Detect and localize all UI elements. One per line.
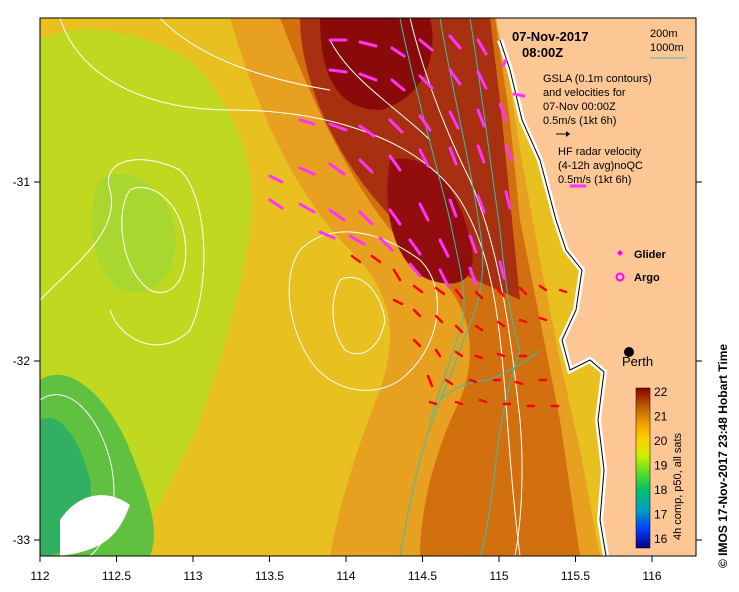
gsla-scale-arrowhead: [566, 131, 570, 137]
gsla-velocity-vectors: [268, 34, 526, 288]
colorbar-label: 4h comp, p50, all sats: [672, 432, 684, 540]
colorbar: [635, 387, 651, 549]
colorbar-tick-label: 17: [654, 508, 668, 522]
argo-marker-icon: [615, 272, 625, 282]
bathymetry-contours: [399, 18, 541, 556]
map-date: 07-Nov-2017: [512, 29, 589, 44]
colorbar-tick-label: 20: [654, 434, 668, 448]
x-tick-label: 115.5: [561, 569, 590, 583]
colorbar-ticks: 22 21 20 19 18 17 16: [654, 385, 668, 546]
y-axis: -31 -32 -33: [13, 175, 702, 547]
colorbar-tick-label: 22: [654, 385, 668, 399]
colorbar-tick-label: 19: [654, 459, 668, 473]
x-tick-label: 112: [30, 569, 49, 583]
gsla-note-line2: and velocities for: [543, 87, 626, 99]
x-tick-label: 113: [183, 569, 202, 583]
coastline-edge: [499, 39, 607, 556]
radar-note-line3: 0.5m/s (1kt 6h): [558, 174, 631, 186]
x-tick-label: 112.5: [102, 569, 131, 583]
colorbar-tick-label: 18: [654, 483, 668, 497]
glider-label: Glider: [634, 249, 667, 261]
credit-text: © IMOS 17-Nov-2017 23:48 Hobart Time: [716, 344, 730, 568]
gsla-note-line1: GSLA (0.1m contours): [543, 73, 652, 85]
perth-location-icon: [624, 347, 634, 357]
argo-label: Argo: [634, 272, 660, 284]
map-time: 08:00Z: [522, 45, 563, 60]
sst-green-eddy: [91, 173, 176, 293]
colorbar-tick-label: 16: [654, 532, 668, 546]
colorbar-tick-label: 21: [654, 410, 668, 424]
y-tick-label: -33: [13, 533, 31, 547]
y-tick-label: -32: [13, 354, 31, 368]
glider-marker-icon: [617, 250, 623, 256]
radar-note-line1: HF radar velocity: [558, 146, 642, 158]
x-tick-label: 116: [642, 569, 661, 583]
x-tick-label: 115: [489, 569, 508, 583]
legend-1000m: 1000m: [650, 42, 684, 54]
perth-label: Perth: [622, 354, 653, 369]
radar-note-line2: (4-12h avg)noQC: [558, 160, 643, 172]
x-tick-label: 113.5: [255, 569, 284, 583]
radar-velocity-vectors: [350, 254, 568, 408]
legend-200m: 200m: [650, 28, 678, 40]
x-axis: 112 112.5 113 113.5 114 114.5 115 115.5 116: [30, 556, 662, 583]
gsla-note-line3: 07-Nov 00:00Z: [543, 101, 616, 113]
plot-frame: [39, 17, 697, 557]
x-tick-label: 114: [336, 569, 355, 583]
gsla-note-line4: 0.5m/s (1kt 6h): [543, 115, 616, 127]
x-tick-label: 114.5: [408, 569, 437, 583]
y-tick-label: -31: [13, 175, 31, 189]
